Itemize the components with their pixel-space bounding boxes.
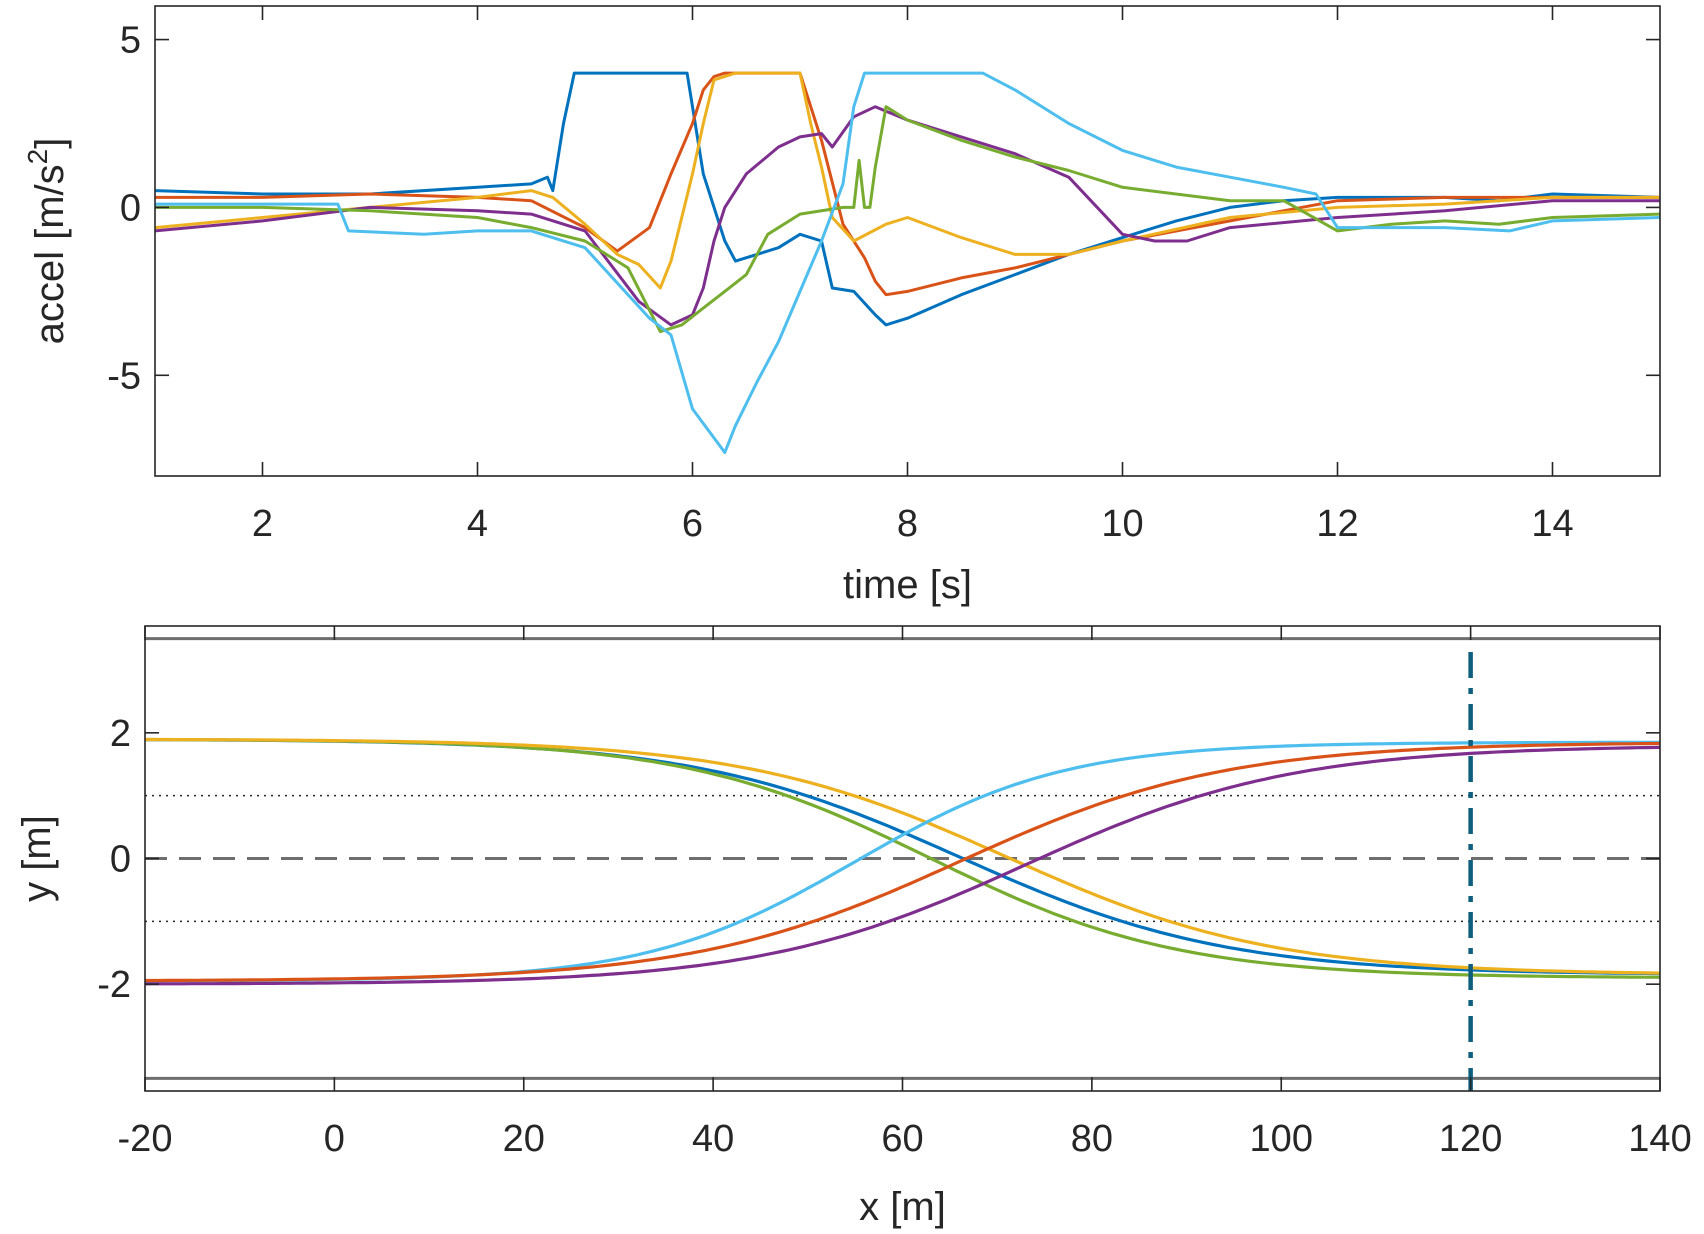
accel-y-label-main: accel [m/s xyxy=(28,164,72,344)
accel-y-tick-label: 5 xyxy=(120,20,141,62)
trajectory-series-group xyxy=(144,737,1661,986)
accel-series-purple xyxy=(154,105,1660,327)
trajectory-x-tick-label: 100 xyxy=(1250,1118,1313,1160)
accel-y-tick-label: -5 xyxy=(107,355,141,397)
trajectory-x-tick-label: 80 xyxy=(1071,1118,1113,1160)
accel-x-tick-label: 14 xyxy=(1531,503,1573,545)
trajectory-series-yellow xyxy=(145,737,1661,975)
trajectory-x-axis-label: x [m] xyxy=(859,1185,946,1229)
trajectory-y-tick-label: -2 xyxy=(97,964,131,1006)
trajectory-chart: -20 0 20 40 60 80 100 120 140-202 x [m] y [m] xyxy=(15,625,1692,1229)
accel-x-axis-label: time [s] xyxy=(843,563,972,607)
trajectory-y-axis-label: y [m] xyxy=(15,815,59,902)
accel-x-tick-label: 2 xyxy=(252,503,273,545)
trajectory-x-tick-label: 20 xyxy=(503,1118,545,1160)
trajectory-x-tick-label: 140 xyxy=(1628,1118,1691,1160)
accel-x-tick-label: 8 xyxy=(897,503,918,545)
trajectory-x-tick-label: 40 xyxy=(692,1118,734,1160)
accel-chart: 2 4 6 8 10 12 14-505 time [s] accel [m/s2] xyxy=(22,5,1661,607)
accel-series-group xyxy=(154,71,1661,454)
trajectory-x-tick-label: 60 xyxy=(881,1118,923,1160)
accel-series-yellow xyxy=(154,71,1660,290)
accel-plot-area xyxy=(155,6,1660,476)
accel-y-label-superscript: 2 xyxy=(22,149,53,165)
trajectory-x-tick-label: 120 xyxy=(1439,1118,1502,1160)
trajectory-x-tick-label: 0 xyxy=(324,1118,345,1160)
accel-ticks: 2 4 6 8 10 12 14 -5 0 5 xyxy=(107,6,1660,545)
trajectory-y-tick-label: 2 xyxy=(110,713,131,755)
accel-x-tick-label: 10 xyxy=(1101,503,1143,545)
trajectory-y-tick-label: 0 xyxy=(110,839,131,881)
accel-y-label-end: ] xyxy=(28,138,72,149)
accel-series-lightblue xyxy=(155,71,1661,454)
trajectory-series-orange xyxy=(145,741,1660,983)
trajectory-series-purple xyxy=(144,745,1661,986)
accel-series-green xyxy=(155,105,1661,334)
accel-x-tick-label: 6 xyxy=(682,503,703,545)
accel-x-tick-label: 12 xyxy=(1316,503,1358,545)
trajectory-ticks: -20 0 20 40 60 80 100 120 140-202 xyxy=(97,626,1692,1160)
accel-y-axis-label: accel [m/s2] xyxy=(22,138,72,345)
accel-y-tick-label: 0 xyxy=(120,187,141,229)
accel-x-tick-label: 4 xyxy=(467,503,488,545)
trajectory-x-tick-label: -20 xyxy=(118,1118,173,1160)
